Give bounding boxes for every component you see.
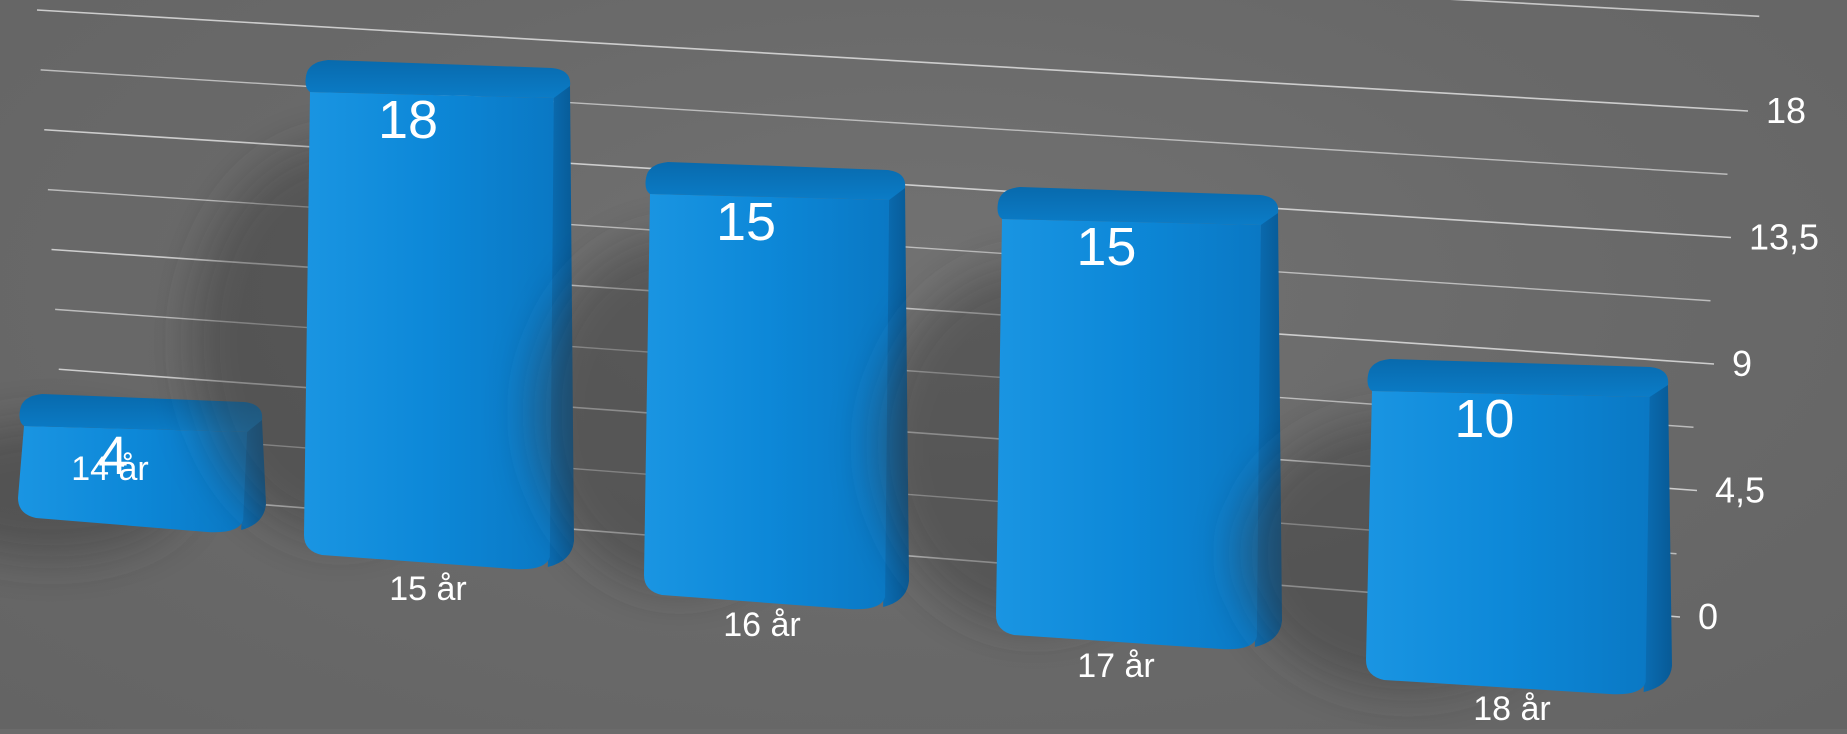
bar-front-face: [18, 426, 248, 533]
x-category-label: 15 år: [389, 570, 467, 608]
bar-value-label: 15: [716, 192, 776, 252]
bar-value-label: 10: [1454, 389, 1514, 449]
bar: 15: [534, 162, 909, 610]
bar: 15: [877, 187, 1282, 650]
x-category-label: 17 år: [1077, 647, 1155, 685]
y-tick-label: 4,5: [1715, 470, 1765, 511]
x-category-label: 18 år: [1473, 690, 1551, 728]
gridline: [36, 9, 1749, 112]
bar-front-face: [644, 194, 890, 610]
bar-front-face: [1366, 391, 1650, 695]
bar: 18: [192, 60, 574, 570]
gridline-top-edge: [1450, 0, 1760, 18]
y-tick-label: 18: [1766, 90, 1806, 131]
bar: 10: [1239, 359, 1672, 695]
x-axis-labels: 14 år 15 år 16 år 17 år 18 år: [71, 450, 1551, 728]
bar-side-face: [1643, 385, 1672, 692]
bar-top-face: [1367, 359, 1669, 397]
bar-top-face: [305, 60, 571, 98]
y-tick-label: 0: [1698, 596, 1718, 637]
bar-front-face: [304, 92, 554, 570]
bar-value-label: 4: [98, 426, 128, 486]
x-category-label: 14 år: [71, 450, 149, 488]
bar-top-face: [645, 162, 906, 200]
bars: 4 18 15 15 10: [0, 60, 1672, 695]
bar-value-label: 18: [378, 90, 438, 150]
bar-front-face: [996, 219, 1261, 650]
x-category-label: 16 år: [723, 606, 801, 644]
y-tick-label: 13,5: [1749, 217, 1819, 258]
bar-value-label: 15: [1076, 217, 1136, 277]
bar-top-face: [997, 187, 1279, 225]
y-tick-label: 9: [1732, 343, 1752, 384]
y-axis-ticks: 0 4,5 9 13,5 18: [1698, 90, 1819, 637]
